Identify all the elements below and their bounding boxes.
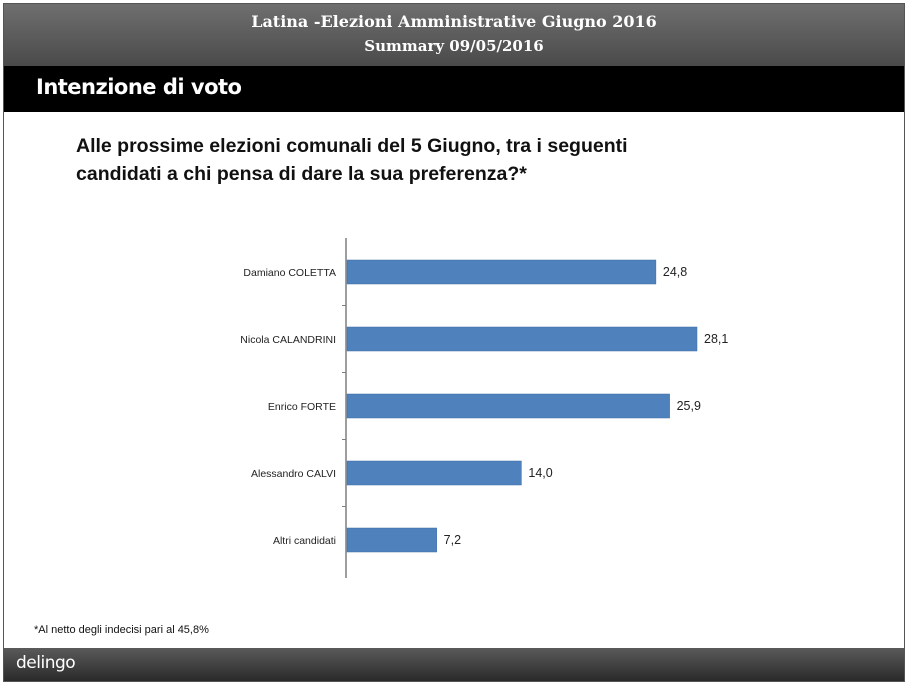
category-label: Alessandro CALVI [251,468,336,480]
question-text: Alle prossime elezioni comunali del 5 Gi… [76,132,756,188]
header-title: Latina -Elezioni Amministrative Giugno 2… [251,12,657,31]
question-line-2: candidati a chi pensa di dare la sua pre… [76,163,527,185]
bar-2 [346,393,670,419]
category-label: Altri candidati [273,535,336,547]
bar-chart: Damiano COLETTA 24,8 Nicola CALANDRINI 28,1… [240,238,728,578]
question-line-1: Alle prossime elezioni comunali del 5 Gi… [76,135,628,157]
header-subtitle: Summary 09/05/2016 [364,37,544,55]
bar-3 [346,460,522,486]
section-title: Intenzione di voto [36,75,242,99]
top-header: Latina -Elezioni Amministrative Giugno 2… [4,4,904,66]
category-label: Damiano COLETTA [243,267,336,279]
value-label: 14,0 [528,466,552,480]
footnote: *Al netto degli indecisi pari al 45,8% [34,624,209,636]
bottom-bar: delingo [4,648,904,681]
slide-frame: Latina -Elezioni Amministrative Giugno 2… [3,3,905,682]
value-label: 7,2 [444,533,461,547]
bar-1 [346,326,698,352]
delugo-logo: delingo [16,653,76,673]
category-label: Enrico FORTE [268,401,336,413]
section-bar: Intenzione di voto [4,66,904,112]
value-label: 28,1 [704,332,728,346]
value-label: 24,8 [663,265,687,279]
bar-4 [346,527,437,553]
bar-0 [346,259,657,285]
category-label: Nicola CALANDRINI [240,334,336,346]
value-label: 25,9 [677,399,701,413]
